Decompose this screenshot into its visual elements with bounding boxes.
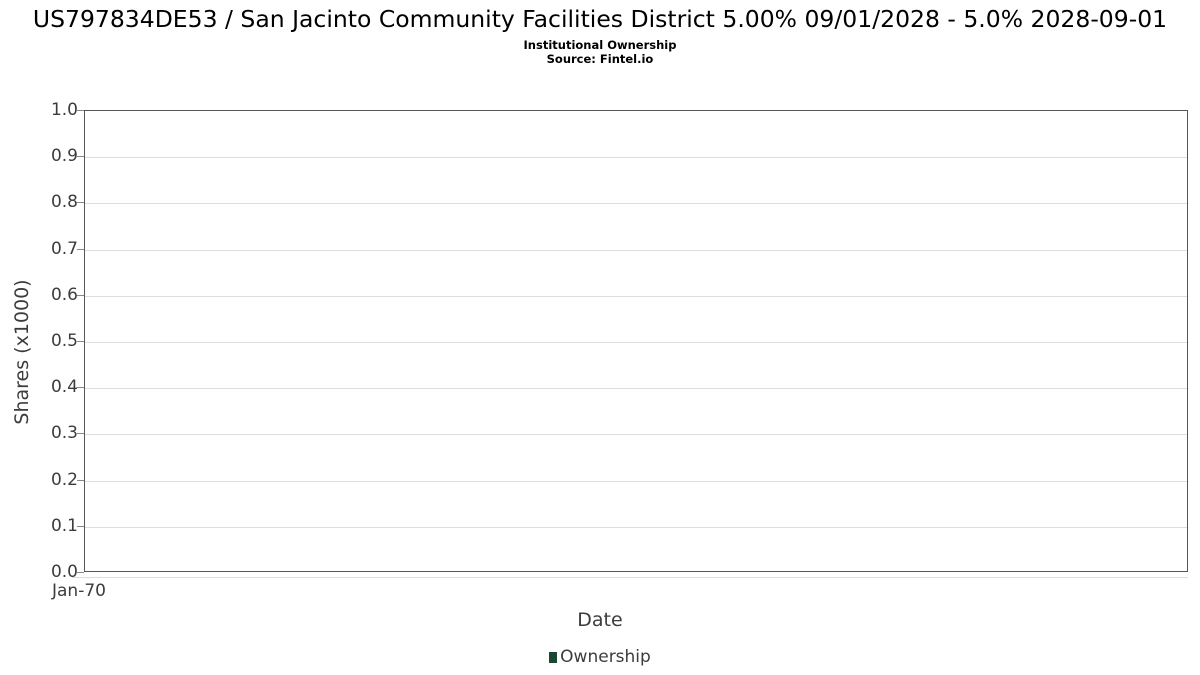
gridline (85, 526, 1187, 528)
y-tick-mark (77, 341, 84, 342)
y-tick-mark (77, 248, 84, 250)
y-tick-label: 0.2 (50, 469, 78, 490)
y-tick-label: 0.9 (50, 146, 78, 167)
gridline (85, 157, 1187, 159)
y-tick-mark (77, 294, 84, 296)
chart-source-label: Source: Fintel.io (546, 52, 654, 66)
gridline (85, 342, 1187, 343)
y-tick-mark (77, 387, 84, 389)
legend-label: Ownership (560, 647, 651, 667)
gridline (85, 203, 1187, 205)
chart-subtitle: Institutional Ownership (523, 38, 677, 52)
y-tick-mark (77, 110, 84, 111)
gridline (85, 249, 1187, 251)
gridline (85, 295, 1187, 297)
y-tick-label: 0.4 (50, 377, 78, 398)
y-axis-title: Shares (x1000) (11, 279, 33, 425)
x-axis-title: Date (577, 609, 623, 631)
y-tick-label: 0.1 (50, 515, 78, 536)
y-tick-mark (77, 525, 84, 527)
y-tick-label: 1.0 (50, 100, 78, 120)
gridline (85, 434, 1187, 436)
plot-area (84, 110, 1188, 572)
legend-swatch-icon (549, 651, 558, 663)
x-tick-label: Jan-70 (52, 581, 106, 601)
y-tick-mark (77, 572, 84, 573)
y-tick-label: 0.3 (50, 423, 78, 444)
chart-header: US797834DE53 / San Jacinto Community Fac… (0, 4, 1200, 66)
y-tick-mark (77, 479, 84, 481)
y-tick-mark (77, 433, 84, 435)
legend-item[interactable]: Ownership (549, 647, 651, 667)
gridline (85, 480, 1187, 482)
y-tick-label: 0.7 (50, 238, 78, 259)
chart-legend: Ownership (0, 647, 1200, 667)
y-tick-label: 0.5 (50, 331, 78, 351)
y-axis: 0.0 0.1 0.2 0.3 0.4 0.5 0.6 0.7 0.8 0.9 1.0 (0, 0, 84, 675)
chart-title: US797834DE53 / San Jacinto Community Fac… (32, 5, 1168, 33)
axis-baseline-underline (72, 577, 1188, 578)
y-tick-label: 0.0 (50, 562, 78, 582)
y-tick-label: 0.8 (50, 192, 78, 213)
y-tick-mark (77, 202, 84, 204)
y-tick-label: 0.6 (50, 284, 78, 305)
y-tick-mark (77, 156, 84, 158)
gridline (85, 388, 1187, 390)
